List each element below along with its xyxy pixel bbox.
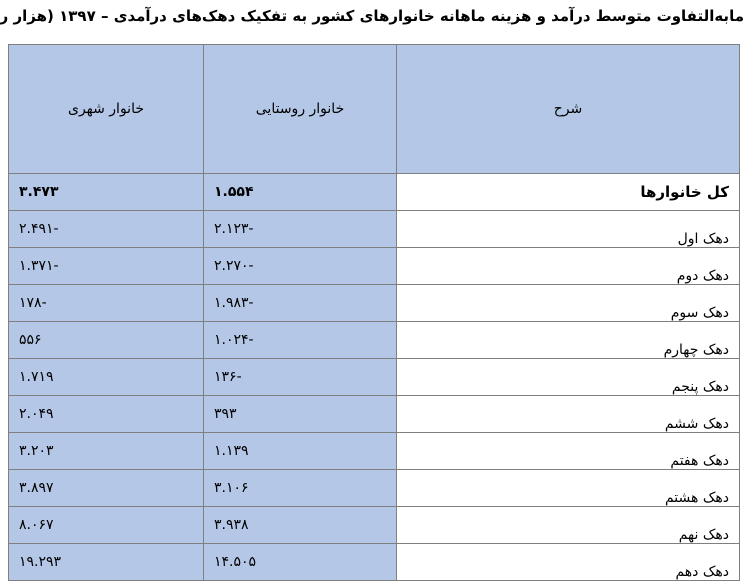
table-row: ۳.۸۹۷ ۳.۱۰۶ دهک هشتم xyxy=(8,469,740,507)
cell-rural: ۳۹۳ xyxy=(203,395,397,433)
cell-label: دهک ششم xyxy=(396,395,740,433)
cell-urban: ۵۵۶ xyxy=(8,321,204,359)
cell-label: دهک چهارم xyxy=(396,321,740,359)
cell-urban: ۱.۷۱۹ xyxy=(8,358,204,396)
cell-label: دهک هشتم xyxy=(396,469,740,507)
cell-rural: ۱.۵۵۴ xyxy=(203,173,397,211)
cell-urban: ۱۹.۲۹۳ xyxy=(8,543,204,581)
cell-rural: -۲.۱۲۳ xyxy=(203,210,397,248)
cell-label: دهک سوم xyxy=(396,284,740,322)
cell-label: دهک دهم xyxy=(396,543,740,581)
cell-rural: -۱۳۶ xyxy=(203,358,397,396)
data-table: خانوار شهری خانوار روستایی شرح ۳.۴۷۳ ۱.۵… xyxy=(8,44,740,581)
cell-label: دهک پنجم xyxy=(396,358,740,396)
cell-label: دهک نهم xyxy=(396,506,740,544)
header-row: خانوار شهری خانوار روستایی شرح xyxy=(8,44,740,174)
table-row: ۲.۰۴۹ ۳۹۳ دهک ششم xyxy=(8,395,740,433)
cell-rural: -۱.۰۲۴ xyxy=(203,321,397,359)
cell-rural: -۱.۹۸۳ xyxy=(203,284,397,322)
cell-label: دهک دوم xyxy=(396,247,740,285)
cell-urban: ۳.۲۰۳ xyxy=(8,432,204,470)
header-urban-households: خانوار شهری xyxy=(8,44,204,174)
table-row: ۸.۰۶۷ ۳.۹۳۸ دهک نهم xyxy=(8,506,740,544)
cell-urban: ۲.۰۴۹ xyxy=(8,395,204,433)
cell-label: دهک هفتم xyxy=(396,432,740,470)
cell-urban: ۳.۴۷۳ xyxy=(8,173,204,211)
table-row: ۳.۲۰۳ ۱.۱۳۹ دهک هفتم xyxy=(8,432,740,470)
table-row: ۵۵۶ -۱.۰۲۴ دهک چهارم xyxy=(8,321,740,359)
cell-rural: -۲.۲۷۰ xyxy=(203,247,397,285)
cell-urban: ۳.۸۹۷ xyxy=(8,469,204,507)
cell-label: دهک اول xyxy=(396,210,740,248)
cell-urban: -۲.۴۹۱ xyxy=(8,210,204,248)
cell-label: کل خانوارها xyxy=(396,173,740,211)
cell-urban: -۱.۳۷۱ xyxy=(8,247,204,285)
table-row: ۱.۷۱۹ -۱۳۶ دهک پنجم xyxy=(8,358,740,396)
table-row: ۱۹.۲۹۳ ۱۴.۵۰۵ دهک دهم xyxy=(8,543,740,581)
cell-urban: ۸.۰۶۷ xyxy=(8,506,204,544)
cell-rural: ۳.۹۳۸ xyxy=(203,506,397,544)
cell-rural: ۳.۱۰۶ xyxy=(203,469,397,507)
header-description: شرح xyxy=(396,44,740,174)
cell-rural: ۱۴.۵۰۵ xyxy=(203,543,397,581)
table-row: -۱۷۸ -۱.۹۸۳ دهک سوم xyxy=(8,284,740,322)
cell-urban: -۱۷۸ xyxy=(8,284,204,322)
table-row-total: ۳.۴۷۳ ۱.۵۵۴ کل خانوارها xyxy=(8,173,740,211)
cell-rural: ۱.۱۳۹ xyxy=(203,432,397,470)
table-title: مابه‌التفاوت متوسط درآمد و هزینه ماهانه … xyxy=(0,7,744,25)
table-row: -۲.۴۹۱ -۲.۱۲۳ دهک اول xyxy=(8,210,740,248)
header-rural-households: خانوار روستایی xyxy=(203,44,397,174)
table-row: -۱.۳۷۱ -۲.۲۷۰ دهک دوم xyxy=(8,247,740,285)
